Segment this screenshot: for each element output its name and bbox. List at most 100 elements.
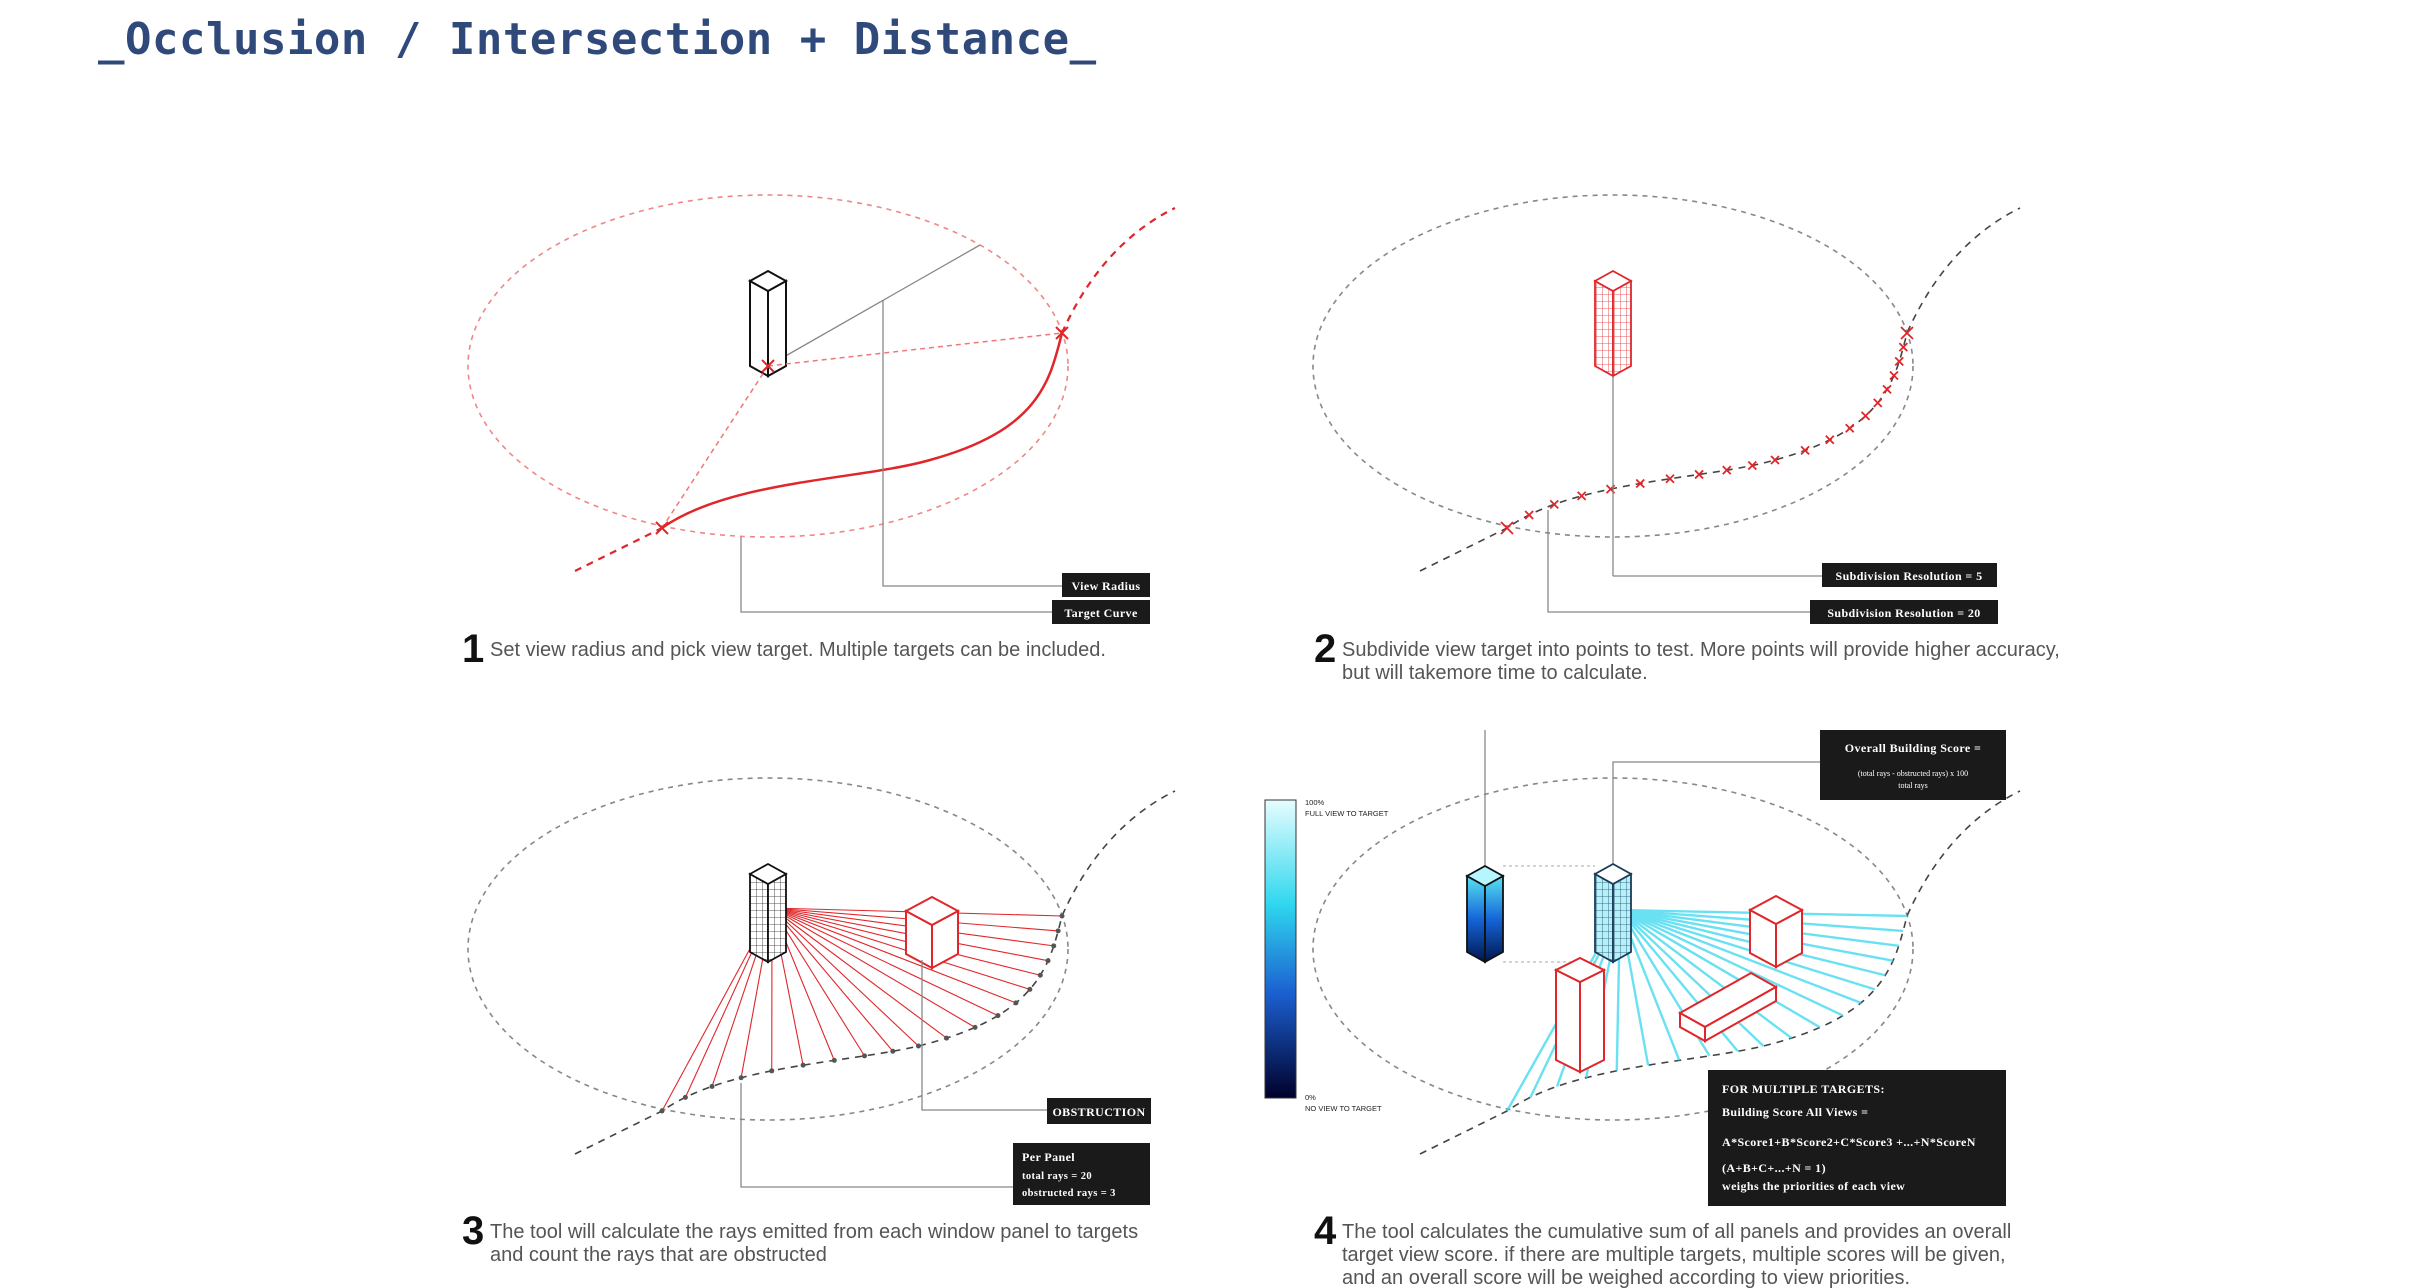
target-point — [1037, 972, 1043, 978]
subdivision-marker — [1845, 423, 1855, 433]
panel-caption: Set view radius and pick view target. Mu… — [490, 639, 1106, 661]
target-point — [1051, 943, 1057, 949]
panel-caption: target view score. if there are multiple… — [1342, 1244, 2006, 1266]
subdivision-marker — [1800, 445, 1810, 456]
svg-text:A*Score1+B*Score2+C*Score3 +..: A*Score1+B*Score2+C*Score3 +...+N*ScoreN — [1722, 1135, 1976, 1149]
svg-text:Subdivision Resolution = 5: Subdivision Resolution = 5 — [1836, 569, 1983, 583]
svg-text:View Radius: View Radius — [1072, 579, 1141, 593]
label-overall-score: Overall Building Score = (total rays - o… — [1820, 730, 2006, 800]
svg-text:NO VIEW TO TARGET: NO VIEW TO TARGET — [1305, 1104, 1382, 1113]
view-radius-ellipse — [1312, 194, 1914, 538]
label-target-curve: Target Curve — [1052, 600, 1150, 624]
svg-text:Overall Building Score =: Overall Building Score = — [1845, 741, 1982, 755]
step-number: 1 — [462, 627, 484, 671]
page-title: _Occlusion / Intersection + Distance_ — [98, 14, 1097, 65]
subdivision-marker — [1747, 460, 1757, 471]
subdivision-marker — [1889, 370, 1899, 381]
step-number: 3 — [462, 1209, 484, 1253]
visible-ray — [1619, 908, 1862, 1004]
panel-caption: but will takemore time to calculate. — [1342, 662, 1648, 684]
label-subdivision-20: Subdivision Resolution = 20 — [1810, 600, 1998, 624]
target-point — [1055, 928, 1061, 934]
ray-fan — [659, 907, 1065, 1114]
svg-text:total rays: total rays — [1898, 781, 1928, 790]
target-point — [709, 1083, 715, 1089]
panel-caption: The tool will calculate the rays emitted… — [490, 1221, 1138, 1243]
tower-gridded — [1593, 269, 1633, 378]
subdivision-marker — [1549, 499, 1559, 510]
panel-4: 100% FULL VIEW TO TARGET 0% NO VIEW TO T… — [1264, 730, 2021, 1288]
view-radius-ellipse — [467, 777, 1069, 1121]
subdivision-points — [1500, 326, 1914, 535]
leader-subdivision-20 — [1547, 510, 1810, 613]
panel-caption: The tool calculates the cumulative sum o… — [1342, 1221, 2011, 1243]
subdivision-marker — [1882, 384, 1892, 395]
view-line — [767, 244, 981, 367]
subdivision-marker — [1577, 491, 1587, 501]
subdivision-marker — [1722, 465, 1732, 475]
target-ray — [767, 332, 1063, 367]
visible-ray — [1619, 908, 1821, 1029]
panel-1: View Radius Target Curve 1 Set view radi… — [462, 194, 1176, 671]
target-point — [972, 1024, 978, 1030]
target-point — [915, 1043, 921, 1049]
target-point — [738, 1075, 744, 1081]
svg-text:(A+B+C+...+N = 1): (A+B+C+...+N = 1) — [1722, 1161, 1826, 1175]
ray — [771, 907, 947, 1039]
obstruction-box — [903, 895, 961, 970]
svg-text:obstructed rays = 3: obstructed rays = 3 — [1022, 1188, 1116, 1199]
leader-per-panel — [740, 1083, 1013, 1188]
leader-obstruction — [921, 960, 1047, 1111]
step-number: 4 — [1314, 1209, 1337, 1253]
view-score-scale: 100% FULL VIEW TO TARGET 0% NO VIEW TO T… — [1264, 798, 1389, 1113]
svg-text:100%: 100% — [1305, 798, 1325, 807]
label-subdivision-5: Subdivision Resolution = 5 — [1822, 563, 1997, 587]
target-point — [831, 1057, 837, 1063]
ray — [771, 907, 999, 1017]
tower-gridded — [748, 862, 788, 964]
svg-text:FOR MULTIPLE TARGETS:: FOR MULTIPLE TARGETS: — [1722, 1082, 1885, 1096]
subdivision-marker — [1860, 411, 1871, 421]
svg-text:0%: 0% — [1305, 1093, 1316, 1102]
visible-ray — [1619, 909, 1793, 1040]
target-point — [769, 1068, 775, 1074]
svg-text:Target Curve: Target Curve — [1064, 606, 1138, 620]
score-tower — [1465, 864, 1505, 964]
svg-text:(total rays - obstructed rays): (total rays - obstructed rays) x 100 — [1858, 769, 1968, 778]
leader-view-radius — [882, 300, 1062, 587]
obstruction-box — [1677, 971, 1779, 1043]
label-multiple-targets: FOR MULTIPLE TARGETS: Building Score All… — [1708, 1070, 2006, 1206]
target-curve — [661, 332, 1064, 530]
target-curve-extension — [574, 207, 1176, 572]
label-per-panel: Per Panel total rays = 20 obstructed ray… — [1013, 1143, 1150, 1205]
panel-3: OBSTRUCTION Per Panel total rays = 20 ob… — [462, 777, 1176, 1266]
subdivision-marker — [1665, 474, 1675, 484]
ray — [771, 907, 976, 1028]
ray — [771, 907, 919, 1047]
subdivision-marker — [1873, 398, 1883, 408]
ray — [771, 907, 1031, 990]
subdivision-marker — [1898, 342, 1908, 352]
label-obstruction: OBSTRUCTION — [1047, 1098, 1151, 1124]
svg-text:OBSTRUCTION: OBSTRUCTION — [1052, 1105, 1145, 1119]
visible-ray — [1619, 908, 1876, 991]
ray — [771, 907, 1017, 1004]
tower-gridded — [1593, 862, 1633, 964]
panel-caption: and count the rays that are obstructed — [490, 1244, 827, 1266]
leader-overall-score-h — [1612, 761, 1820, 868]
target-point — [1027, 986, 1033, 992]
panel-2: Subdivision Resolution = 5 Subdivision R… — [1312, 194, 2060, 684]
leader-target-curve — [740, 537, 1052, 613]
target-point — [682, 1094, 688, 1100]
obstruction-box — [1747, 894, 1805, 969]
tower-outline — [747, 269, 789, 378]
subdivision-marker — [1524, 510, 1534, 520]
ray — [771, 907, 865, 1057]
step-number: 2 — [1314, 627, 1336, 671]
svg-text:total rays = 20: total rays = 20 — [1022, 1171, 1092, 1182]
ray — [771, 907, 894, 1052]
svg-text:Per Panel: Per Panel — [1022, 1150, 1075, 1164]
panel-caption: Subdivide view target into points to tes… — [1342, 639, 2060, 661]
target-point — [995, 1013, 1001, 1019]
target-point — [800, 1062, 806, 1068]
